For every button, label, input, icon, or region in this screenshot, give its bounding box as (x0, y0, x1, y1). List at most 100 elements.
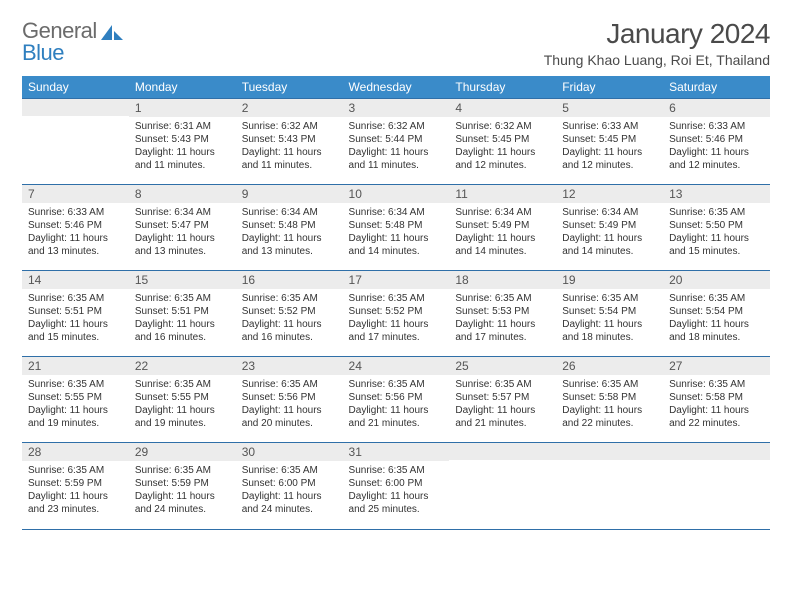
daylight-text: Daylight: 11 hours and 11 minutes. (242, 146, 337, 172)
day-body: Sunrise: 6:32 AMSunset: 5:43 PMDaylight:… (236, 117, 343, 176)
dow-saturday: Saturday (663, 76, 770, 99)
day-number: 16 (236, 271, 343, 289)
sunset-text: Sunset: 5:54 PM (562, 305, 657, 318)
sunrise-text: Sunrise: 6:35 AM (349, 292, 444, 305)
day-cell (22, 99, 129, 185)
week-row: 14Sunrise: 6:35 AMSunset: 5:51 PMDayligh… (22, 271, 770, 357)
sunset-text: Sunset: 5:49 PM (455, 219, 550, 232)
sunset-text: Sunset: 5:56 PM (242, 391, 337, 404)
day-number: 8 (129, 185, 236, 203)
sunset-text: Sunset: 5:55 PM (135, 391, 230, 404)
dow-row: Sunday Monday Tuesday Wednesday Thursday… (22, 76, 770, 99)
day-cell: 11Sunrise: 6:34 AMSunset: 5:49 PMDayligh… (449, 185, 556, 271)
day-body: Sunrise: 6:33 AMSunset: 5:45 PMDaylight:… (556, 117, 663, 176)
sunrise-text: Sunrise: 6:35 AM (242, 292, 337, 305)
dow-friday: Friday (556, 76, 663, 99)
day-number: 6 (663, 99, 770, 117)
day-number: 10 (343, 185, 450, 203)
sunrise-text: Sunrise: 6:35 AM (28, 292, 123, 305)
daylight-text: Daylight: 11 hours and 17 minutes. (349, 318, 444, 344)
day-number: 12 (556, 185, 663, 203)
daylight-text: Daylight: 11 hours and 19 minutes. (28, 404, 123, 430)
day-cell: 8Sunrise: 6:34 AMSunset: 5:47 PMDaylight… (129, 185, 236, 271)
day-body: Sunrise: 6:35 AMSunset: 5:55 PMDaylight:… (22, 375, 129, 434)
sunrise-text: Sunrise: 6:35 AM (562, 292, 657, 305)
day-cell: 6Sunrise: 6:33 AMSunset: 5:46 PMDaylight… (663, 99, 770, 185)
brand-part2: Blue (22, 40, 64, 66)
daylight-text: Daylight: 11 hours and 11 minutes. (349, 146, 444, 172)
day-number: 7 (22, 185, 129, 203)
sunset-text: Sunset: 5:43 PM (135, 133, 230, 146)
day-number: 25 (449, 357, 556, 375)
day-cell (556, 443, 663, 529)
sunrise-text: Sunrise: 6:34 AM (242, 206, 337, 219)
daylight-text: Daylight: 11 hours and 19 minutes. (135, 404, 230, 430)
day-body: Sunrise: 6:35 AMSunset: 5:59 PMDaylight:… (22, 461, 129, 520)
day-cell: 3Sunrise: 6:32 AMSunset: 5:44 PMDaylight… (343, 99, 450, 185)
sunset-text: Sunset: 5:51 PM (135, 305, 230, 318)
daylight-text: Daylight: 11 hours and 21 minutes. (349, 404, 444, 430)
dow-thursday: Thursday (449, 76, 556, 99)
daylight-text: Daylight: 11 hours and 18 minutes. (562, 318, 657, 344)
day-number: 14 (22, 271, 129, 289)
day-body: Sunrise: 6:35 AMSunset: 5:55 PMDaylight:… (129, 375, 236, 434)
day-number: 19 (556, 271, 663, 289)
day-number: 1 (129, 99, 236, 117)
daylight-text: Daylight: 11 hours and 14 minutes. (349, 232, 444, 258)
day-body: Sunrise: 6:31 AMSunset: 5:43 PMDaylight:… (129, 117, 236, 176)
day-number: 28 (22, 443, 129, 461)
day-cell: 1Sunrise: 6:31 AMSunset: 5:43 PMDaylight… (129, 99, 236, 185)
sunset-text: Sunset: 5:52 PM (242, 305, 337, 318)
sunrise-text: Sunrise: 6:35 AM (28, 378, 123, 391)
day-cell: 16Sunrise: 6:35 AMSunset: 5:52 PMDayligh… (236, 271, 343, 357)
day-body: Sunrise: 6:35 AMSunset: 5:57 PMDaylight:… (449, 375, 556, 434)
sunset-text: Sunset: 5:52 PM (349, 305, 444, 318)
day-body (663, 460, 770, 510)
day-number: 30 (236, 443, 343, 461)
day-cell: 19 Sunrise: 6:35 AMSunset: 5:54 PMDayligh… (556, 271, 663, 357)
day-body: Sunrise: 6:35 AMSunset: 5:51 PMDaylight:… (22, 289, 129, 348)
day-number (449, 443, 556, 460)
sunset-text: Sunset: 5:54 PM (669, 305, 764, 318)
day-cell: 5Sunrise: 6:33 AMSunset: 5:45 PMDaylight… (556, 99, 663, 185)
day-body: Sunrise: 6:35 AMSunset: 5:53 PMDaylight:… (449, 289, 556, 348)
sunrise-text: Sunrise: 6:34 AM (562, 206, 657, 219)
day-number: 15 (129, 271, 236, 289)
day-cell: 21Sunrise: 6:35 AMSunset: 5:55 PMDayligh… (22, 357, 129, 443)
week-row: 28Sunrise: 6:35 AMSunset: 5:59 PMDayligh… (22, 443, 770, 529)
day-cell: 13Sunrise: 6:35 AMSunset: 5:50 PMDayligh… (663, 185, 770, 271)
sunrise-text: Sunrise: 6:35 AM (135, 292, 230, 305)
day-cell: 12Sunrise: 6:34 AMSunset: 5:49 PMDayligh… (556, 185, 663, 271)
sunrise-text: Sunrise: 6:33 AM (28, 206, 123, 219)
sunrise-text: Sunrise: 6:33 AM (669, 120, 764, 133)
day-cell: 23Sunrise: 6:35 AMSunset: 5:56 PMDayligh… (236, 357, 343, 443)
sunset-text: Sunset: 5:59 PM (135, 477, 230, 490)
day-body: Sunrise: 6:35 AMSunset: 5:58 PMDaylight:… (556, 375, 663, 434)
day-cell: 7Sunrise: 6:33 AMSunset: 5:46 PMDaylight… (22, 185, 129, 271)
daylight-text: Daylight: 11 hours and 13 minutes. (242, 232, 337, 258)
sunset-text: Sunset: 5:46 PM (28, 219, 123, 232)
daylight-text: Daylight: 11 hours and 11 minutes. (135, 146, 230, 172)
day-body: Sunrise: 6:34 AMSunset: 5:49 PMDaylight:… (556, 203, 663, 262)
day-number (663, 443, 770, 460)
sunset-text: Sunset: 5:45 PM (455, 133, 550, 146)
day-number: 3 (343, 99, 450, 117)
day-cell: 20Sunrise: 6:35 AMSunset: 5:54 PMDayligh… (663, 271, 770, 357)
daylight-text: Daylight: 11 hours and 14 minutes. (455, 232, 550, 258)
sunset-text: Sunset: 5:45 PM (562, 133, 657, 146)
day-cell: 10Sunrise: 6:34 AMSunset: 5:48 PMDayligh… (343, 185, 450, 271)
daylight-text: Daylight: 11 hours and 13 minutes. (135, 232, 230, 258)
day-body: Sunrise: 6:33 AMSunset: 5:46 PMDaylight:… (663, 117, 770, 176)
day-cell: 2Sunrise: 6:32 AMSunset: 5:43 PMDaylight… (236, 99, 343, 185)
daylight-text: Daylight: 11 hours and 18 minutes. (669, 318, 764, 344)
day-body: Sunrise: 6:34 AMSunset: 5:48 PMDaylight:… (343, 203, 450, 262)
dow-tuesday: Tuesday (236, 76, 343, 99)
dow-wednesday: Wednesday (343, 76, 450, 99)
sunset-text: Sunset: 5:44 PM (349, 133, 444, 146)
sunrise-text: Sunrise: 6:35 AM (135, 378, 230, 391)
daylight-text: Daylight: 11 hours and 14 minutes. (562, 232, 657, 258)
sunset-text: Sunset: 6:00 PM (349, 477, 444, 490)
bottom-rule (22, 529, 770, 530)
day-number: 2 (236, 99, 343, 117)
daylight-text: Daylight: 11 hours and 12 minutes. (455, 146, 550, 172)
